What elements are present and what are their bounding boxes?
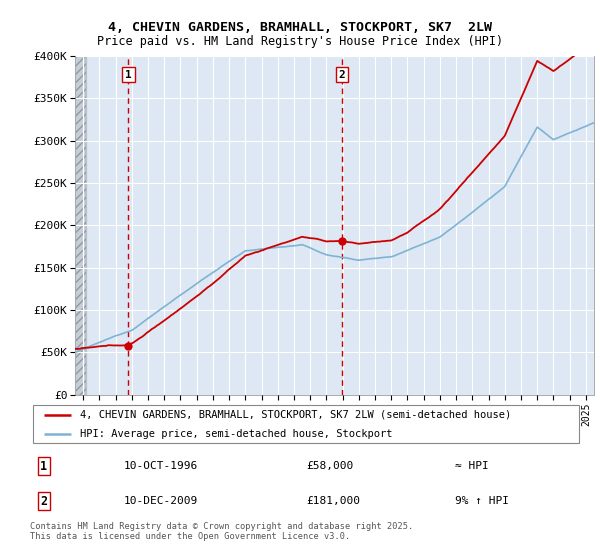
Text: ≈ HPI: ≈ HPI (455, 461, 489, 472)
Text: Contains HM Land Registry data © Crown copyright and database right 2025.
This d: Contains HM Land Registry data © Crown c… (30, 522, 413, 542)
Text: £181,000: £181,000 (306, 496, 360, 506)
Text: 10-DEC-2009: 10-DEC-2009 (124, 496, 198, 506)
Text: 1: 1 (125, 69, 132, 80)
Text: 2: 2 (338, 69, 346, 80)
Text: 9% ↑ HPI: 9% ↑ HPI (455, 496, 509, 506)
Text: Price paid vs. HM Land Registry's House Price Index (HPI): Price paid vs. HM Land Registry's House … (97, 35, 503, 48)
Text: 10-OCT-1996: 10-OCT-1996 (124, 461, 198, 472)
Text: 4, CHEVIN GARDENS, BRAMHALL, STOCKPORT, SK7  2LW: 4, CHEVIN GARDENS, BRAMHALL, STOCKPORT, … (108, 21, 492, 34)
Text: HPI: Average price, semi-detached house, Stockport: HPI: Average price, semi-detached house,… (80, 429, 392, 439)
Text: 2: 2 (40, 494, 47, 508)
Text: £58,000: £58,000 (306, 461, 353, 472)
Text: 1: 1 (40, 460, 47, 473)
Bar (75, 56, 86, 395)
Text: 4, CHEVIN GARDENS, BRAMHALL, STOCKPORT, SK7 2LW (semi-detached house): 4, CHEVIN GARDENS, BRAMHALL, STOCKPORT, … (80, 409, 511, 419)
FancyBboxPatch shape (33, 405, 579, 443)
Bar (75, 56, 86, 395)
